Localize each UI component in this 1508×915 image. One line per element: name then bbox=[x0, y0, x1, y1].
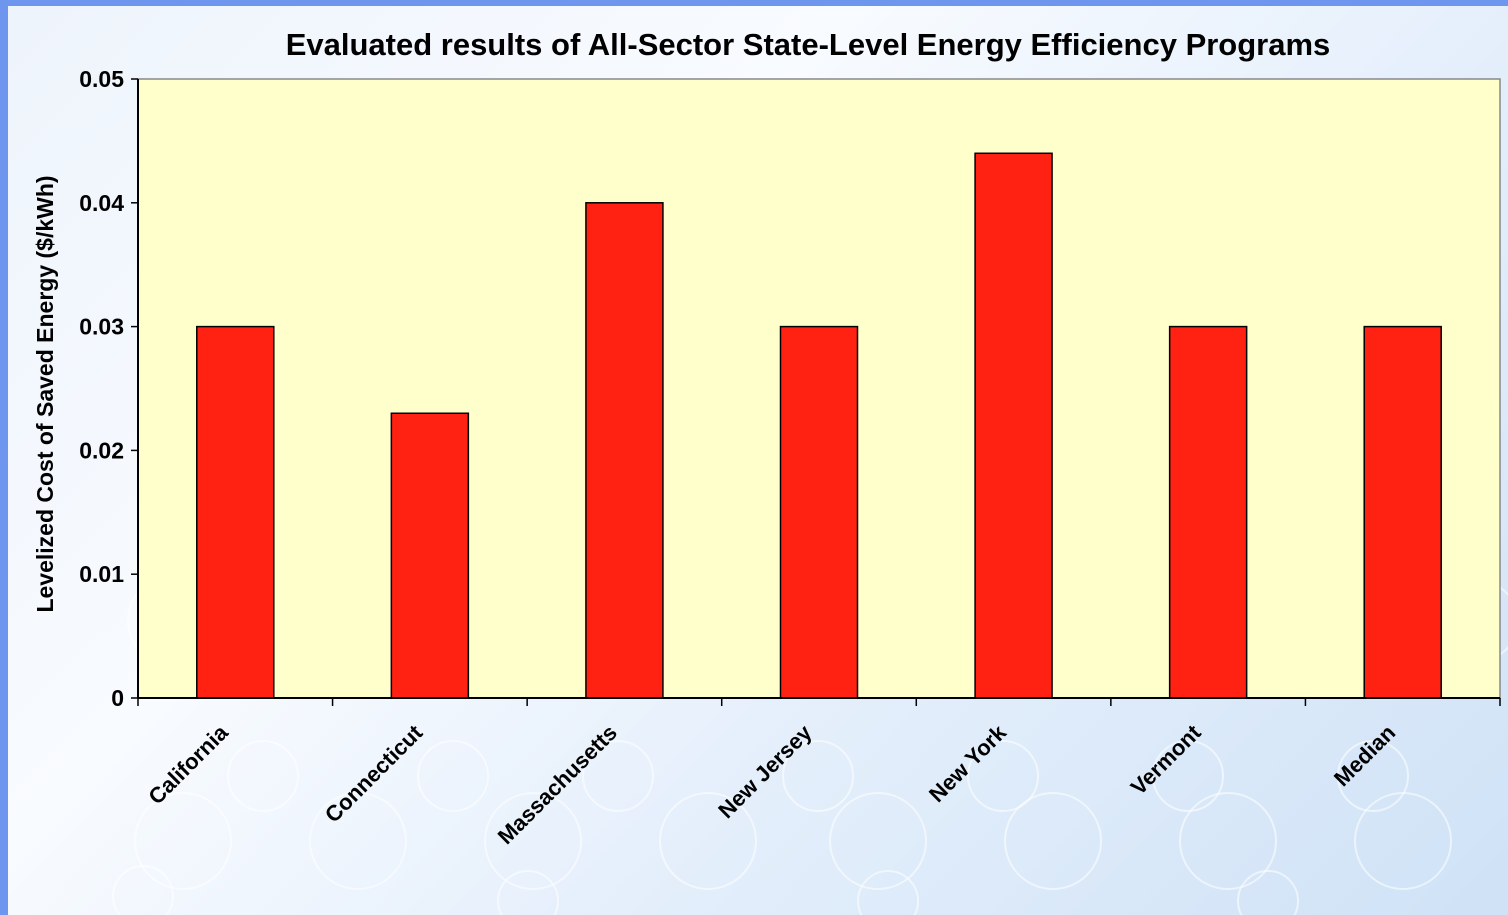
bubble-decoration bbox=[1337, 740, 1409, 812]
bubble-decoration bbox=[857, 870, 919, 915]
y-tick-label: 0.04 bbox=[79, 190, 124, 216]
y-axis-label: Levelized Cost of Saved Energy ($/kWh) bbox=[32, 175, 58, 612]
x-tick-label-connecticut: Connecticut bbox=[320, 719, 428, 827]
x-tick-label-vermont: Vermont bbox=[1126, 719, 1206, 799]
bubble-decoration bbox=[309, 792, 407, 890]
bubble-decoration bbox=[967, 740, 1039, 812]
bubble-decoration bbox=[484, 792, 582, 890]
x-labels-group: California Connecticut Massachusetts New Je… bbox=[143, 719, 1400, 849]
bubble-decoration bbox=[1179, 792, 1277, 890]
bubble-decoration bbox=[134, 792, 232, 890]
bar-new-york bbox=[974, 152, 1053, 699]
axes-group bbox=[137, 79, 1501, 706]
x-tick-label-california: California bbox=[143, 719, 233, 809]
bars-group bbox=[196, 152, 1442, 699]
bar-connecticut bbox=[390, 412, 470, 699]
x-tick-label-new-jersey: New Jersey bbox=[713, 719, 817, 823]
bar-median bbox=[1363, 325, 1442, 699]
bubble-decoration bbox=[782, 740, 854, 812]
bar-vermont bbox=[1168, 325, 1248, 699]
bubble-decoration bbox=[1004, 792, 1102, 890]
y-tick-label: 0.05 bbox=[79, 66, 124, 92]
bubble-decoration bbox=[1237, 870, 1299, 915]
y-tick-label: 0.01 bbox=[79, 561, 124, 587]
bubble-decoration bbox=[227, 740, 299, 812]
y-tick-label: 0 bbox=[111, 685, 124, 711]
bubble-decoration bbox=[112, 865, 174, 915]
x-tick-label-new-york: New York bbox=[924, 719, 1012, 807]
x-tick-label-median: Median bbox=[1329, 720, 1400, 791]
bubble-decoration bbox=[417, 740, 489, 812]
bar-chart: Evaluated results of All-Sector State-Le… bbox=[32, 27, 1501, 849]
bar-new-jersey bbox=[779, 325, 859, 699]
y-ticks-group: 0 0.01 0.02 0.03 0.04 0.05 bbox=[79, 66, 138, 711]
bubble-decoration bbox=[829, 792, 927, 890]
bubble-decoration bbox=[1152, 740, 1224, 812]
bubble-decoration bbox=[659, 792, 757, 890]
y-tick-label: 0.03 bbox=[79, 314, 124, 340]
x-tick-label-massachusetts: Massachusetts bbox=[493, 720, 622, 849]
bar-massachusetts bbox=[585, 202, 664, 699]
bar-california bbox=[196, 325, 275, 699]
bubble-decoration bbox=[497, 870, 559, 915]
bubble-decoration bbox=[582, 740, 654, 812]
chart-title: Evaluated results of All-Sector State-Le… bbox=[286, 27, 1331, 62]
slide-background: Evaluated results of All-Sector State-Le… bbox=[8, 6, 1508, 915]
y-tick-label: 0.02 bbox=[79, 437, 124, 463]
